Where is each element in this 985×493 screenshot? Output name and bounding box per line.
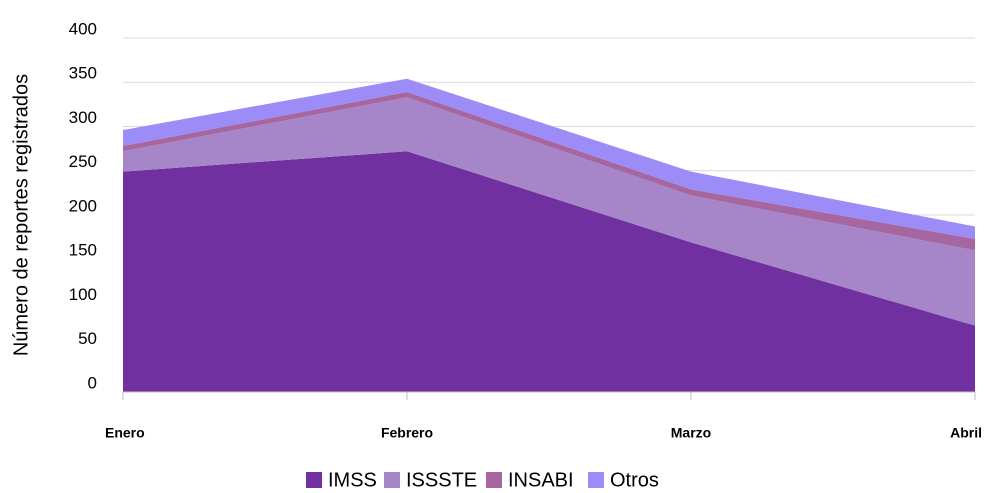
y-tick-label: 350 [69,64,97,83]
legend-swatch [486,472,502,488]
area [123,151,975,392]
legend-swatch [588,472,604,488]
y-tick-label: 150 [69,241,97,260]
y-axis-title: Número de reportes registrados [10,74,32,356]
y-tick-label: 100 [69,285,97,304]
area [123,97,975,326]
legend-label: INSABI [508,469,574,491]
area [123,78,975,239]
x-tick-label: Febrero [381,425,433,441]
legend-swatch [384,472,400,488]
legend-label: IMSS [328,469,377,491]
legend-label: Otros [610,469,659,491]
y-tick-label: 400 [69,19,97,38]
legend-label: ISSSTE [406,469,477,491]
y-tick-label: 50 [78,329,97,348]
y-tick-label: 250 [69,152,97,171]
y-tick-label: 300 [69,108,97,127]
x-tick-label: Abril [950,425,982,441]
y-tick-label: 200 [69,196,97,215]
x-tick-label: Marzo [671,425,711,441]
y-tick-label: 0 [88,373,97,392]
x-tick-label: Enero [105,425,145,441]
legend-swatch [306,472,322,488]
